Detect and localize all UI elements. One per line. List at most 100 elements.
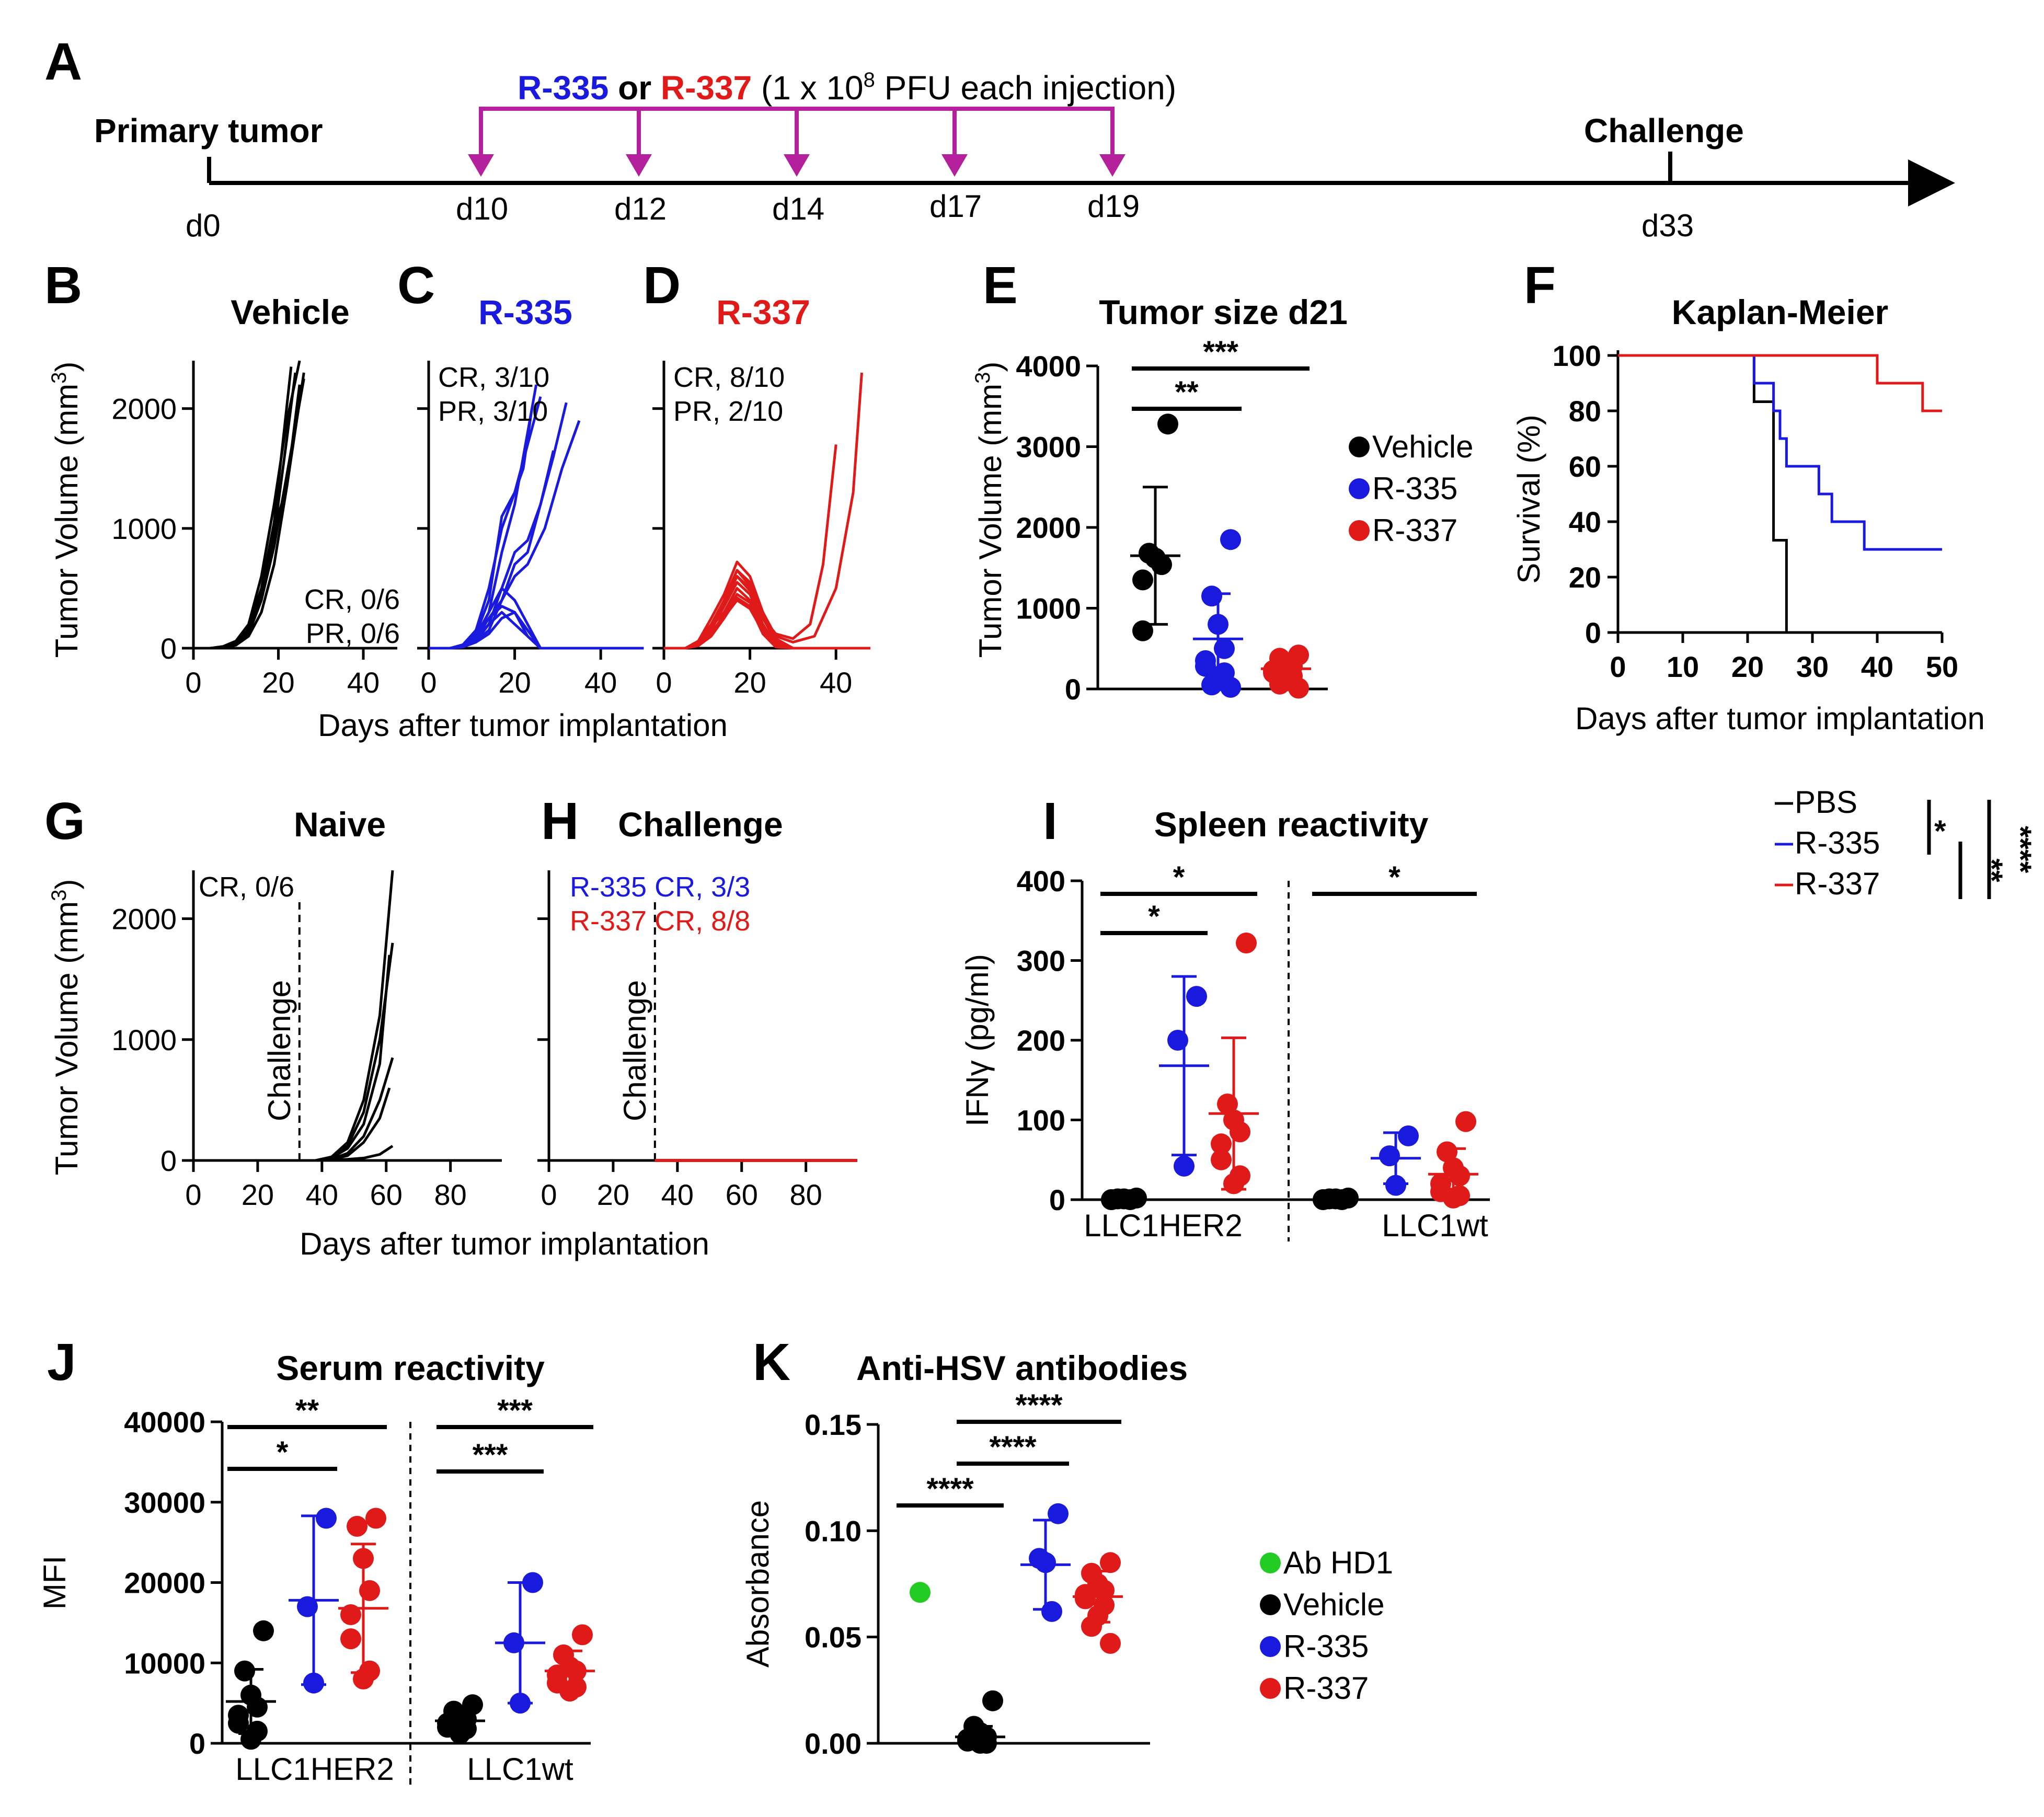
sig-label: ** [1974,858,2008,882]
day-label-d17: d17 [929,189,982,224]
data-point [1211,1133,1232,1155]
y-tick-label: 2000 [111,903,177,936]
panel-label-c: C [397,256,435,315]
chart-k: Anti-HSV antibodies 0.00 0.05 0.10 0.15 Absor… [740,1349,1393,1760]
panel-label-k: K [753,1333,790,1392]
y-tick-label: 20000 [124,1567,205,1600]
legend-e: Vehicle R-335 R-337 [1349,429,1473,548]
y-tick-label: 20 [1569,561,1601,594]
data-point [228,1712,249,1734]
y-tick-label: 0 [160,632,177,665]
y-axis-label: Survival (%) [1511,415,1546,583]
data-point [1455,1111,1476,1132]
x-tick-label: 80 [790,1178,822,1211]
group-5 [1428,1111,1478,1209]
legend-marker [1260,1594,1281,1615]
legend-label: R-335 [1283,1629,1369,1664]
sig-label: * [1934,814,1946,848]
cr-annotation: CR, 3/10 [438,362,549,393]
panel-label-e: E [983,256,1018,315]
chart-title: Vehicle [231,293,350,331]
injection-bracket [479,107,1115,159]
group-1 [1159,975,1209,1177]
legend-marker [1349,478,1370,499]
series-line [299,1145,394,1162]
y-axis-label: Absorbance [740,1500,775,1668]
group-2 [1209,933,1259,1194]
x-tick-label: 40 [306,1178,338,1211]
x-label-gh: Days after tumor implantation [300,1226,709,1261]
legend-label: R-337 [1795,866,1880,901]
x-tick-label: 80 [434,1178,467,1211]
cr-annotation: CR, 0/6 [304,584,400,615]
sig-label: **** [926,1472,974,1506]
group-4 [495,1572,545,1714]
group-2 [1020,1503,1071,1622]
day-label-d14: d14 [772,191,824,226]
day-label-d0: d0 [186,208,221,243]
group-0 [910,1582,931,1603]
x-tick-label: 60 [370,1178,403,1211]
y-axis-label: IFNγ (pg/ml) [960,954,995,1126]
legend-label: R-335 [1795,825,1880,860]
series-line [429,408,533,650]
y-tick-label: 1000 [111,512,177,545]
y-tick-label: 1000 [1016,592,1081,625]
chart-i: Spleen reactivity 0 100 200 300 400 IFNγ (pg/m… [960,805,1490,1243]
x-tick-label: 40 [347,666,380,699]
data-point [253,1620,274,1641]
x-tick-label: 40 [661,1178,694,1211]
cr-annotation: CR, 8/10 [673,362,785,393]
sig-label: * [1388,860,1400,894]
data-point [1174,1155,1195,1177]
survival-curve [1618,354,1942,551]
group-1 [955,1690,1005,1754]
chart-title: Challenge [618,805,783,844]
data-point [340,1628,361,1650]
y-tick-label: 80 [1569,395,1601,428]
data-point [316,1508,337,1529]
chart-j: Serum reactivity 0 10000 20000 30000 40000 MFI… [37,1349,595,1787]
challenge-label: Challenge [1584,112,1744,150]
legend-label: R-335 [1372,471,1457,506]
chart-title: Tumor size d21 [1099,293,1348,331]
data-point [572,1624,593,1646]
cr-annotation: R-335 CR, 3/3 [570,871,750,903]
category-label: LLC1wt [467,1752,573,1787]
panel-label-a: A [44,32,82,91]
group-0 [1130,413,1180,641]
x-tick-label: 0 [1610,650,1626,683]
y-tick-label: 200 [1017,1024,1065,1057]
legend-k: Ab HD1 Vehicle R-335 R-337 [1260,1545,1393,1706]
sig-label: *** [473,1438,508,1472]
legend-label: R-337 [1372,513,1457,548]
group-4 [1371,1125,1421,1196]
y-tick-label: 0 [1049,1183,1065,1216]
panel-label-i: I [1043,792,1058,850]
y-tick-label: 0.00 [805,1727,862,1760]
group-2 [1261,645,1311,699]
data-point [1220,676,1241,698]
pr-annotation: PR, 0/6 [306,618,400,649]
y-tick-label: 3000 [1016,431,1081,464]
data-point [1236,933,1257,953]
series-line [299,942,394,1162]
chart-title: Spleen reactivity [1154,805,1429,844]
sig-label: *** [497,1394,533,1428]
x-tick-label: 20 [597,1178,629,1211]
challenge-line-label: Challenge [617,980,652,1121]
panel-label-g: G [44,792,85,850]
legend-marker [1349,436,1370,457]
y-tick-label: 100 [1017,1104,1065,1137]
x-tick-label: 40 [820,666,852,699]
legend-label: Vehicle [1372,429,1473,464]
data-point [1132,569,1153,591]
x-tick-label: 0 [185,1178,201,1211]
sig-label: *** [1203,335,1238,369]
legend-label: PBS [1795,785,1857,820]
x-label-bcd: Days after tumor implantation [318,708,728,743]
panel-label-b: B [44,256,82,315]
data-point [1288,677,1309,699]
